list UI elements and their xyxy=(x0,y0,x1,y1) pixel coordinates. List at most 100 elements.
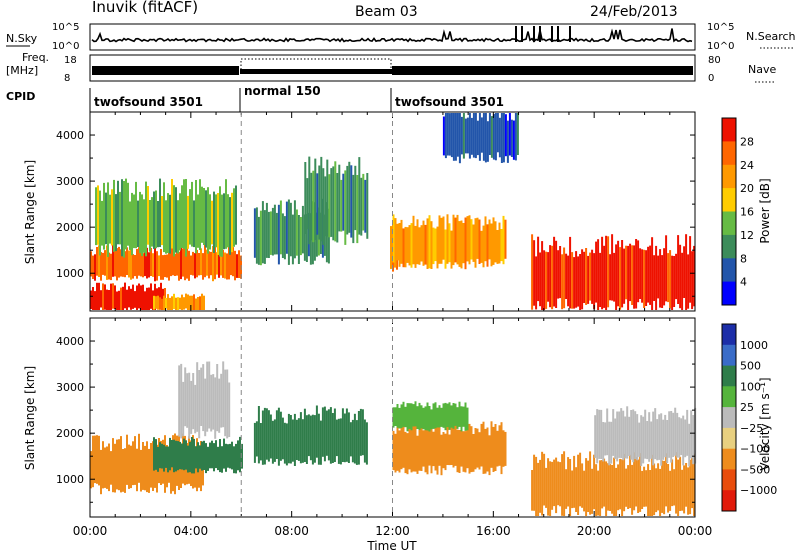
heatmap-cell xyxy=(214,245,216,280)
heatmap-cell xyxy=(112,245,114,277)
heatmap-cell xyxy=(533,454,536,511)
heatmap-cell xyxy=(430,423,433,474)
heatmap-cell xyxy=(687,254,690,309)
colorbar-swatch xyxy=(722,344,736,367)
heatmap-cell xyxy=(634,411,637,460)
colorbar-swatch xyxy=(722,188,736,212)
heatmap-cell xyxy=(400,422,403,470)
heatmap-cell xyxy=(95,187,97,246)
heatmap-cell xyxy=(221,446,223,473)
heatmap-cell xyxy=(474,113,477,159)
heatmap-cell xyxy=(677,459,680,516)
heatmap-cell xyxy=(474,428,477,470)
heatmap-cell xyxy=(598,409,601,459)
heatmap-cell xyxy=(185,440,187,470)
heatmap-cell xyxy=(416,219,419,265)
heatmap-cell xyxy=(175,440,177,472)
heatmap-cell xyxy=(206,361,209,432)
heatmap-cell xyxy=(456,429,459,473)
freq-unit: [MHz] xyxy=(6,64,38,77)
heatmap-cell xyxy=(297,418,300,461)
heatmap-cell xyxy=(267,211,270,258)
heatmap-cell xyxy=(563,247,566,309)
heatmap-cell xyxy=(195,298,197,310)
heatmap-cell xyxy=(619,247,622,310)
heatmap-cell xyxy=(257,406,260,464)
heatmap-cell xyxy=(498,425,501,466)
heatmap-cell xyxy=(124,282,126,309)
heatmap-cell xyxy=(299,412,302,464)
heatmap-cell xyxy=(104,447,106,488)
heatmap-cell xyxy=(398,407,401,429)
heatmap-cell xyxy=(208,361,211,429)
heatmap-cell xyxy=(679,244,682,309)
heatmap-cell xyxy=(450,422,453,465)
heatmap-cell xyxy=(310,172,313,241)
heatmap-cell xyxy=(177,441,179,471)
heatmap-cell xyxy=(494,113,497,161)
heatmap-cell xyxy=(446,403,449,428)
heatmap-cell xyxy=(165,446,167,468)
heatmap-cell xyxy=(424,406,427,431)
heatmap-cell xyxy=(676,412,679,458)
heatmap-cell xyxy=(400,219,403,264)
heatmap-cell xyxy=(663,460,666,515)
y-tick-label: 3000 xyxy=(56,175,84,188)
heatmap-cell xyxy=(454,217,457,263)
heatmap-cell xyxy=(165,297,167,309)
heatmap-region-9 xyxy=(531,234,696,310)
heatmap-cell xyxy=(446,214,449,264)
heatmap-cell xyxy=(438,215,441,264)
heatmap-cell xyxy=(289,202,292,257)
heatmap-cell xyxy=(689,459,692,515)
heatmap-cell xyxy=(589,252,592,301)
heatmap-cell xyxy=(394,433,397,473)
time-tick-label: 08:00 xyxy=(274,524,309,538)
heatmap-cell xyxy=(173,439,175,473)
heatmap-cell xyxy=(297,215,300,264)
heatmap-cell xyxy=(173,293,175,309)
heatmap-cell xyxy=(669,250,672,309)
heatmap-cell xyxy=(237,440,239,471)
heatmap-cell xyxy=(428,215,431,269)
velocity-axes: 1000 2000 3000 4000 xyxy=(56,317,696,517)
heatmap-cell xyxy=(157,446,159,472)
heatmap-cell xyxy=(458,113,461,164)
heatmap-cell xyxy=(458,401,461,427)
heatmap-cell xyxy=(188,250,190,281)
heatmap-cell xyxy=(478,219,481,264)
colorbar-swatch xyxy=(722,427,736,450)
heatmap-cell xyxy=(346,165,349,235)
heatmap-cell xyxy=(654,408,657,460)
heatmap-cell xyxy=(130,288,132,310)
heatmap-cell xyxy=(557,250,560,299)
heatmap-cell xyxy=(198,370,201,439)
heatmap-cell xyxy=(228,245,230,280)
heatmap-cell xyxy=(132,254,134,279)
heatmap-cell xyxy=(599,252,602,307)
heatmap-cell xyxy=(476,217,479,259)
heatmap-cell xyxy=(470,426,473,473)
heatmap-cell xyxy=(281,417,284,460)
heatmap-cell xyxy=(452,214,455,266)
nave-tick-bottom: 0 xyxy=(708,73,714,84)
colorbar-frame xyxy=(721,323,737,512)
heatmap-cell xyxy=(452,113,455,161)
freq-tick-top: 18 xyxy=(64,55,77,66)
heatmap-cell xyxy=(211,200,213,245)
heatmap-cell xyxy=(182,248,184,277)
heatmap-cell xyxy=(163,182,165,253)
heatmap-cell xyxy=(170,246,172,277)
heatmap-cell xyxy=(466,117,469,154)
nsky-label: N.Sky xyxy=(6,32,38,45)
heatmap-cell xyxy=(575,251,578,308)
heatmap-cell xyxy=(412,215,415,265)
heatmap-cell xyxy=(652,411,655,466)
heatmap-cell xyxy=(460,427,463,467)
heatmap-cell xyxy=(187,294,189,310)
power-ylabel: Slant Range [km] xyxy=(23,160,37,264)
heatmap-cell xyxy=(675,253,678,300)
heatmap-cell xyxy=(198,253,200,276)
heatmap-cell xyxy=(194,253,196,279)
heatmap-cell xyxy=(426,402,429,431)
